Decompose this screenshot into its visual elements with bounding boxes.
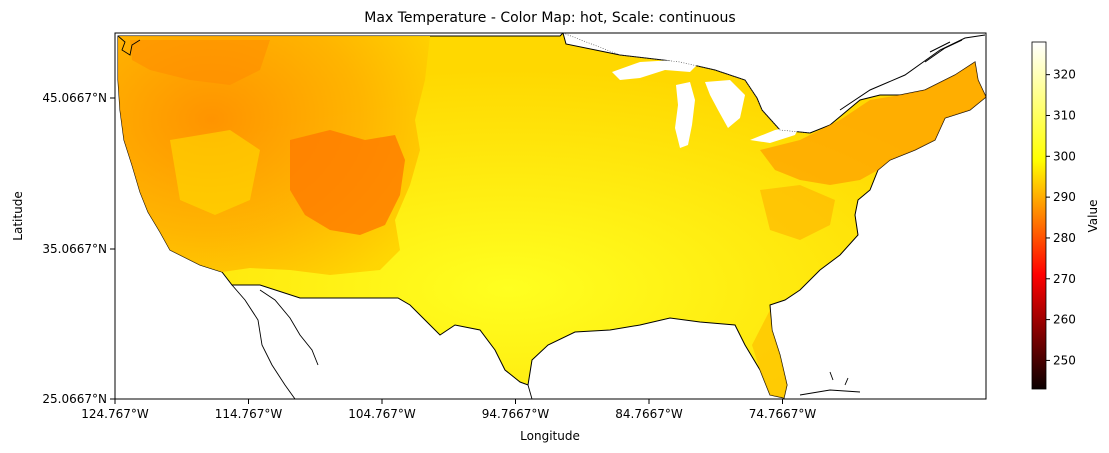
- lake-erie: [750, 125, 800, 143]
- x-tick-label: 84.7667°W: [615, 407, 683, 421]
- florida-field: [752, 310, 787, 398]
- x-axis-ticks: 124.767°W 114.767°W 104.767°W 94.7667°W 84.7…: [81, 399, 816, 421]
- rocky-mountains-field: [290, 130, 405, 235]
- colorbar-tick-label: 260: [1053, 313, 1076, 327]
- y-axis-ticks: 45.0667°N 35.0667°N 25.0667°N: [42, 91, 115, 406]
- northeast-field: [760, 62, 986, 185]
- great-basin-field: [170, 130, 260, 215]
- colorbar-tick-label: 270: [1053, 272, 1076, 286]
- mexico-gulf-coastline: [527, 384, 533, 399]
- colorbar-ticks: 250 260 270 280 290 300 310 320: [1046, 68, 1076, 367]
- lake-michigan: [675, 82, 695, 148]
- plot-area: [115, 33, 986, 399]
- y-tick-label: 35.0667°N: [42, 242, 107, 256]
- colorbar-label: Value: [1086, 200, 1100, 233]
- x-tick-label: 94.7667°W: [482, 407, 550, 421]
- colorbar-tick-label: 310: [1053, 108, 1076, 122]
- northwest-highlands-field: [130, 40, 270, 85]
- y-axis-label: Latitude: [11, 191, 25, 240]
- bahamas-islands: [829, 371, 849, 386]
- y-tick-label: 45.0667°N: [42, 91, 107, 105]
- x-tick-label: 114.767°W: [215, 407, 283, 421]
- x-tick-label: 124.767°W: [81, 407, 149, 421]
- x-tick-label: 74.7667°W: [749, 407, 817, 421]
- x-tick-label: 104.767°W: [348, 407, 416, 421]
- lake-huron: [705, 80, 745, 128]
- colorbar: [1031, 41, 1047, 390]
- plot-frame: [114, 32, 987, 400]
- cuba-coastline: [799, 389, 861, 396]
- northwest-coastline: [117, 35, 141, 56]
- colorbar-tick-label: 290: [1053, 190, 1076, 204]
- appalachian-field: [760, 185, 835, 240]
- colorbar-tick-label: 280: [1053, 231, 1076, 245]
- map-title: Max Temperature - Color Map: hot, Scale:…: [364, 10, 735, 26]
- mexico-coastline: [231, 284, 319, 399]
- canada-coastline-2: [924, 39, 963, 63]
- x-axis-label: Longitude: [520, 429, 580, 443]
- canada-coastline: [839, 34, 986, 111]
- colorbar-tick-label: 320: [1053, 68, 1076, 82]
- colorbar-tick-label: 250: [1053, 353, 1076, 367]
- lake-superior: [612, 60, 700, 80]
- y-tick-label: 25.0667°N: [42, 392, 107, 406]
- colorbar-tick-label: 300: [1053, 149, 1076, 163]
